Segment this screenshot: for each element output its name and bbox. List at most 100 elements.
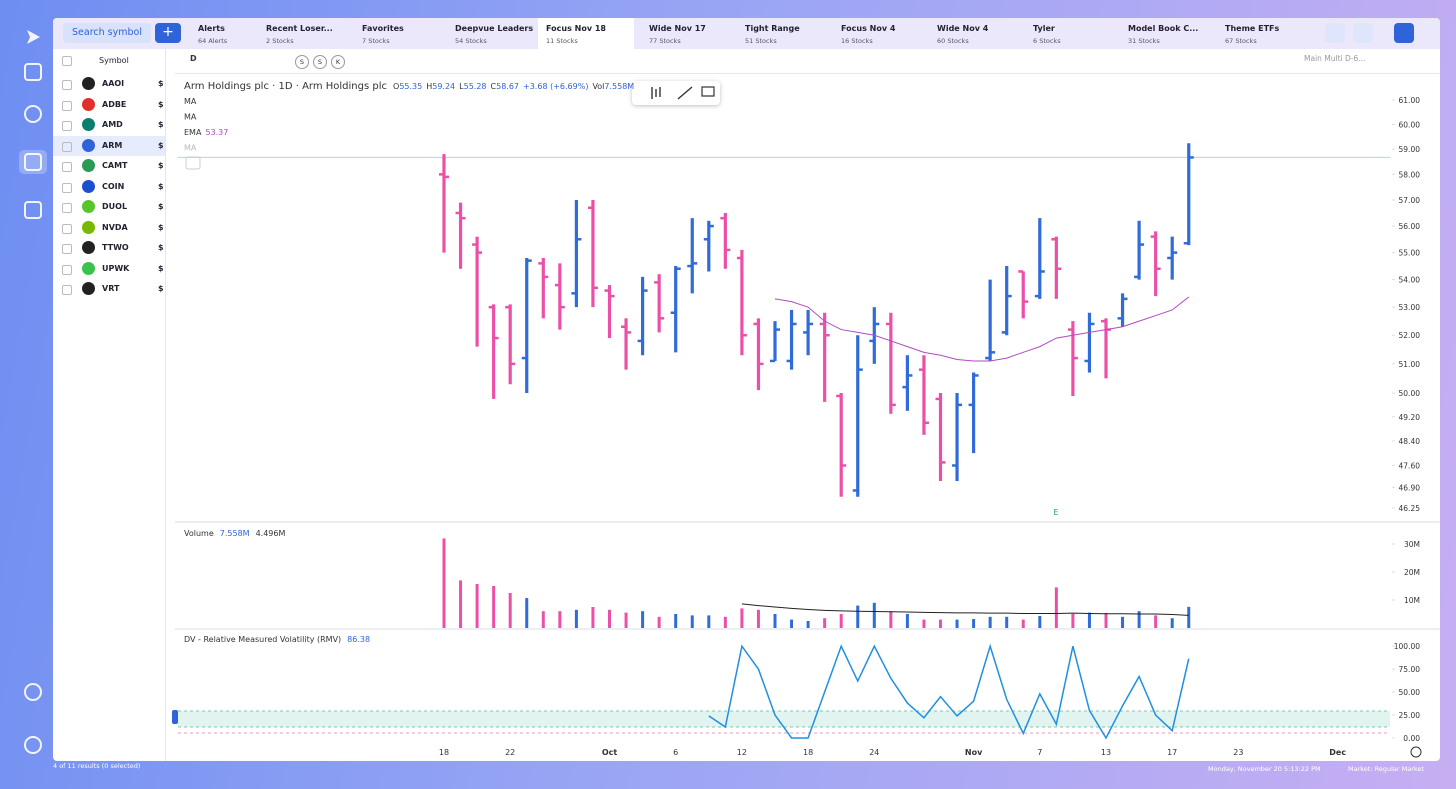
- x-tick-label: 18: [803, 748, 813, 757]
- x-tick-label: 17: [1167, 748, 1177, 757]
- x-tick-label: 13: [1101, 748, 1111, 757]
- watchlist-row[interactable]: ADBE $: [53, 95, 165, 115]
- checkbox[interactable]: [62, 264, 72, 275]
- legend-item: 53.37: [205, 128, 228, 137]
- tab[interactable]: Deepvue Leaders 54 Stocks: [447, 18, 538, 49]
- x-tick-label: 23: [1233, 748, 1243, 757]
- x-tick-label: 24: [869, 748, 879, 757]
- pane-handle[interactable]: [172, 710, 178, 724]
- share-button[interactable]: [1325, 23, 1345, 43]
- checkbox[interactable]: [62, 285, 72, 295]
- indicator-label: MA: [184, 113, 197, 122]
- add-button[interactable]: +: [155, 23, 181, 43]
- watchlist-row[interactable]: UPWK $: [53, 259, 165, 279]
- checkbox[interactable]: [62, 203, 72, 213]
- tab[interactable]: Focus Nov 18 11 Stocks: [538, 18, 634, 49]
- volume-bar: [624, 612, 628, 628]
- checkbox[interactable]: [62, 80, 72, 90]
- volume-bar: [856, 605, 860, 628]
- earnings-marker: E: [1053, 508, 1058, 517]
- layout-name[interactable]: Main Multi D-6...: [1304, 54, 1366, 63]
- watchlist-row[interactable]: ARM $: [53, 135, 165, 156]
- nav-icon[interactable]: [24, 153, 42, 171]
- checkbox[interactable]: [62, 121, 72, 131]
- tab-title: Deepvue Leaders: [455, 24, 534, 33]
- y-tick-label: 49.20: [1399, 413, 1421, 422]
- y-tick-label: 58.00: [1399, 170, 1421, 179]
- legend-item: H: [426, 82, 432, 91]
- volume-bar: [459, 580, 463, 628]
- tab[interactable]: Recent Loser... 2 Stocks: [258, 18, 354, 49]
- watchlist-row[interactable]: AAOI $: [53, 74, 165, 94]
- checkbox[interactable]: [62, 223, 72, 234]
- tab-subtitle: 64 Alerts: [198, 37, 228, 45]
- search-box[interactable]: Search symbol: [63, 23, 151, 43]
- nav-icon[interactable]: [24, 63, 42, 81]
- volume-bar: [1187, 606, 1191, 628]
- checkbox[interactable]: [62, 244, 72, 254]
- status-datetime: Monday, November 20 5:13:22 PM: [1208, 765, 1321, 773]
- list-button[interactable]: [1394, 23, 1414, 43]
- nav-icon[interactable]: [24, 105, 42, 123]
- tab[interactable]: Focus Nov 4 16 Stocks: [833, 18, 929, 49]
- watchlist-header[interactable]: Symbol: [99, 56, 129, 65]
- indicator-label: MA: [184, 97, 197, 106]
- logo-icon: [27, 30, 40, 44]
- x-tick-label: Nov: [965, 748, 983, 757]
- toolbar-button[interactable]: S: [295, 55, 309, 69]
- y-tick-label: 61.00: [1399, 96, 1421, 105]
- nav-icon[interactable]: [24, 201, 42, 219]
- y-tick-label: 75.00: [1399, 665, 1421, 674]
- watchlist-row[interactable]: NVDA $: [53, 218, 165, 238]
- tab-title: Focus Nov 18: [546, 24, 606, 33]
- checkbox[interactable]: [62, 162, 72, 172]
- toolbar-button[interactable]: K: [331, 55, 345, 69]
- watchlist-row[interactable]: VRT $: [53, 279, 165, 299]
- tab-title: Wide Nov 17: [649, 24, 706, 33]
- collapse-button[interactable]: [185, 156, 201, 170]
- tab[interactable]: Wide Nov 4 60 Stocks: [929, 18, 1025, 49]
- y-tick-label: 25.00: [1399, 711, 1421, 720]
- y-tick-label: 100.00: [1394, 642, 1420, 651]
- tab[interactable]: Alerts 64 Alerts: [190, 18, 258, 49]
- settings-icon[interactable]: [1410, 746, 1422, 758]
- legend-item: 7.558M: [220, 529, 250, 538]
- volume-bar: [756, 609, 760, 628]
- legend-item: 55.35: [399, 82, 422, 91]
- checkbox[interactable]: [62, 141, 72, 152]
- volume-bar: [1137, 611, 1141, 628]
- y-tick-label: 46.25: [1399, 504, 1421, 513]
- checkbox[interactable]: [62, 100, 72, 111]
- tab-title: Recent Loser...: [266, 24, 333, 33]
- symbol: DUOL: [102, 202, 128, 211]
- watchlist-row[interactable]: CAMT $: [53, 156, 165, 176]
- tab[interactable]: Favorites 7 Stocks: [354, 18, 447, 49]
- help-icon[interactable]: [24, 736, 42, 754]
- x-button[interactable]: [1353, 23, 1373, 43]
- select-all[interactable]: [62, 56, 72, 66]
- tab[interactable]: Wide Nov 17 77 Stocks: [641, 18, 737, 49]
- tab[interactable]: Tyler 6 Stocks: [1025, 18, 1120, 49]
- tab[interactable]: Model Book C... 31 Stocks: [1120, 18, 1217, 49]
- checkbox[interactable]: [62, 182, 72, 193]
- y-tick-label: 46.90: [1399, 483, 1421, 492]
- y-tick-label: 54.00: [1399, 276, 1421, 285]
- symbol: AAOI: [102, 79, 125, 88]
- watchlist-row[interactable]: TTWO $: [53, 238, 165, 258]
- toolbar-button[interactable]: S: [313, 55, 327, 69]
- tab[interactable]: Theme ETFs 67 Stocks: [1217, 18, 1307, 49]
- symbol: ADBE: [102, 99, 127, 109]
- tab[interactable]: Tight Range 51 Stocks: [737, 18, 833, 49]
- pane-legend: DV - Relative Measured Volatility (RMV) 8…: [184, 635, 370, 644]
- interval[interactable]: D: [190, 54, 197, 63]
- volume-bar: [988, 616, 992, 628]
- watchlist-row[interactable]: AMD $: [53, 115, 165, 135]
- volume-bar: [641, 611, 645, 628]
- price: $: [158, 161, 164, 170]
- watchlist-row[interactable]: COIN $: [53, 177, 165, 197]
- volume-bar: [889, 611, 893, 628]
- legend-item: 86.38: [347, 635, 370, 644]
- rmv-band: [178, 711, 1390, 727]
- avatar[interactable]: [24, 683, 42, 701]
- watchlist-row[interactable]: DUOL $: [53, 197, 165, 217]
